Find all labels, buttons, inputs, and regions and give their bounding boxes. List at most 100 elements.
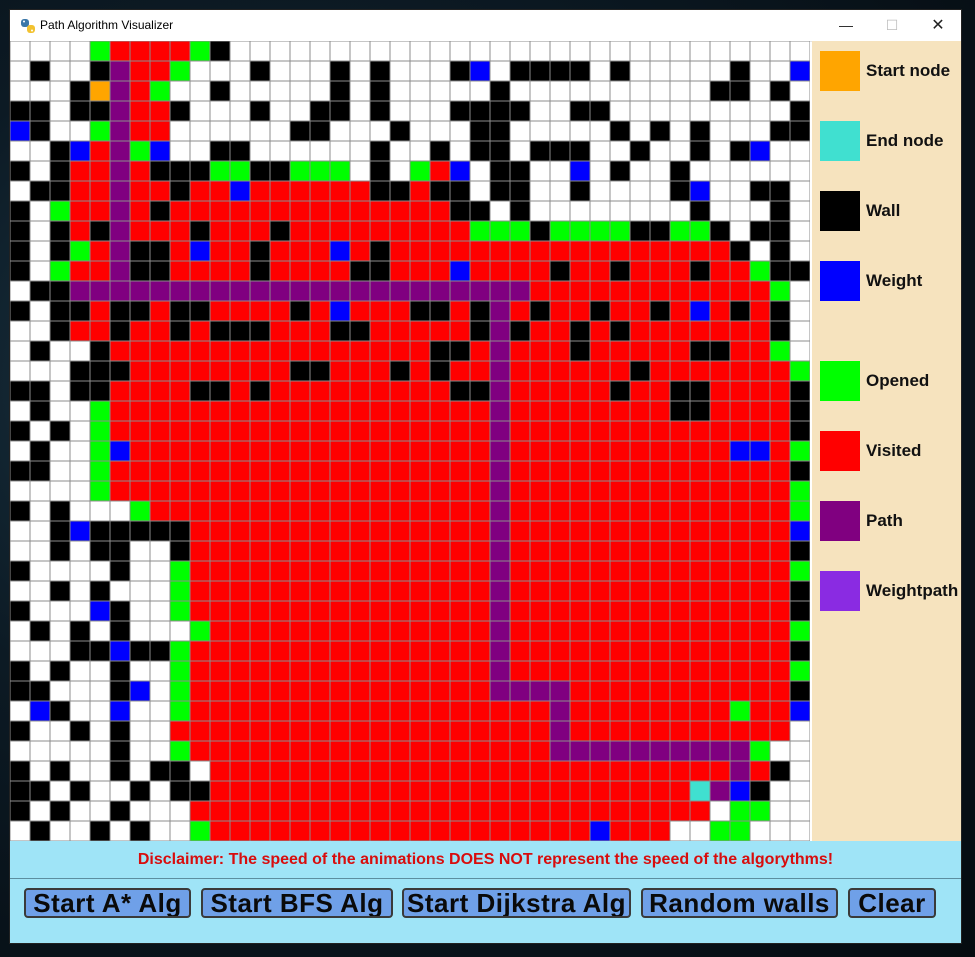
grid-cell-empty[interactable] <box>790 301 810 321</box>
grid-cell-visited[interactable] <box>170 381 190 401</box>
grid-cell-wall[interactable] <box>390 361 410 381</box>
grid-cell-visited[interactable] <box>610 621 630 641</box>
grid-cell-visited[interactable] <box>510 361 530 381</box>
grid-cell-visited[interactable] <box>570 661 590 681</box>
grid-cell-empty[interactable] <box>530 121 550 141</box>
grid-cell-visited[interactable] <box>350 701 370 721</box>
grid-cell-wall[interactable] <box>730 141 750 161</box>
grid-cell-visited[interactable] <box>230 301 250 321</box>
grid-cell-visited[interactable] <box>410 521 430 541</box>
grid-cell-empty[interactable] <box>30 721 50 741</box>
grid-cell-opened[interactable] <box>190 41 210 61</box>
grid-cell-wall[interactable] <box>770 81 790 101</box>
grid-cell-wall[interactable] <box>610 121 630 141</box>
grid-cell-wall[interactable] <box>10 661 30 681</box>
grid-cell-visited[interactable] <box>250 821 270 841</box>
grid-cell-visited[interactable] <box>450 721 470 741</box>
grid-cell-visited[interactable] <box>450 681 470 701</box>
start-dijkstra-button[interactable]: Start Dijkstra Alg <box>402 888 631 918</box>
grid-cell-visited[interactable] <box>510 821 530 841</box>
grid-cell-path[interactable] <box>270 281 290 301</box>
grid-cell-empty[interactable] <box>330 141 350 161</box>
grid-cell-visited[interactable] <box>690 641 710 661</box>
grid-cell-visited[interactable] <box>530 761 550 781</box>
grid-cell-visited[interactable] <box>350 361 370 381</box>
grid-cell-empty[interactable] <box>250 141 270 161</box>
grid-cell-visited[interactable] <box>770 421 790 441</box>
grid-cell-visited[interactable] <box>150 61 170 81</box>
grid-cell-weight[interactable] <box>70 521 90 541</box>
grid-cell-empty[interactable] <box>50 101 70 121</box>
grid-cell-visited[interactable] <box>730 501 750 521</box>
grid-cell-opened[interactable] <box>90 481 110 501</box>
grid-cell-opened[interactable] <box>90 121 110 141</box>
grid-cell-visited[interactable] <box>190 341 210 361</box>
grid-cell-visited[interactable] <box>450 441 470 461</box>
grid-cell-visited[interactable] <box>450 801 470 821</box>
grid-cell-visited[interactable] <box>390 221 410 241</box>
grid-cell-visited[interactable] <box>210 681 230 701</box>
grid-cell-wall[interactable] <box>490 121 510 141</box>
grid-cell-visited[interactable] <box>610 341 630 361</box>
grid-cell-visited[interactable] <box>570 401 590 421</box>
grid-cell-visited[interactable] <box>710 721 730 741</box>
grid-cell-visited[interactable] <box>130 381 150 401</box>
grid-cell-visited[interactable] <box>330 201 350 221</box>
grid-cell-visited[interactable] <box>510 521 530 541</box>
grid-cell-visited[interactable] <box>370 381 390 401</box>
grid-cell-opened[interactable] <box>90 461 110 481</box>
grid-cell-empty[interactable] <box>50 461 70 481</box>
grid-cell-visited[interactable] <box>310 581 330 601</box>
grid-cell-empty[interactable] <box>10 641 30 661</box>
grid-cell-opened[interactable] <box>290 161 310 181</box>
grid-cell-visited[interactable] <box>650 421 670 441</box>
grid-cell-empty[interactable] <box>30 241 50 261</box>
grid-cell-visited[interactable] <box>250 641 270 661</box>
grid-cell-empty[interactable] <box>150 741 170 761</box>
grid-cell-visited[interactable] <box>670 461 690 481</box>
grid-cell-empty[interactable] <box>490 41 510 61</box>
grid-cell-visited[interactable] <box>350 721 370 741</box>
grid-cell-visited[interactable] <box>550 401 570 421</box>
grid-cell-visited[interactable] <box>470 621 490 641</box>
grid-cell-wall[interactable] <box>50 301 70 321</box>
grid-cell-visited[interactable] <box>410 381 430 401</box>
grid-cell-visited[interactable] <box>450 421 470 441</box>
grid-cell-visited[interactable] <box>650 461 670 481</box>
grid-cell-empty[interactable] <box>70 701 90 721</box>
grid-cell-visited[interactable] <box>530 361 550 381</box>
grid-cell-visited[interactable] <box>410 801 430 821</box>
grid-cell-visited[interactable] <box>190 641 210 661</box>
grid-cell-visited[interactable] <box>650 821 670 841</box>
grid-cell-wall[interactable] <box>250 101 270 121</box>
grid-cell-empty[interactable] <box>290 81 310 101</box>
grid-cell-visited[interactable] <box>410 461 430 481</box>
grid-cell-weight[interactable] <box>590 821 610 841</box>
grid-cell-visited[interactable] <box>550 801 570 821</box>
grid-cell-visited[interactable] <box>250 421 270 441</box>
grid-cell-empty[interactable] <box>730 181 750 201</box>
grid-cell-wall[interactable] <box>170 161 190 181</box>
grid-cell-visited[interactable] <box>670 661 690 681</box>
grid-cell-visited[interactable] <box>530 641 550 661</box>
grid-cell-visited[interactable] <box>130 201 150 221</box>
grid-cell-empty[interactable] <box>650 161 670 181</box>
grid-cell-visited[interactable] <box>130 161 150 181</box>
grid-cell-end[interactable] <box>690 781 710 801</box>
grid-cell-visited[interactable] <box>490 721 510 741</box>
grid-cell-visited[interactable] <box>670 321 690 341</box>
grid-cell-opened[interactable] <box>310 161 330 181</box>
grid-cell-visited[interactable] <box>270 721 290 741</box>
grid-cell-visited[interactable] <box>350 221 370 241</box>
grid-cell-empty[interactable] <box>190 121 210 141</box>
grid-cell-wall[interactable] <box>250 61 270 81</box>
grid-cell-visited[interactable] <box>350 481 370 501</box>
grid-cell-visited[interactable] <box>150 221 170 241</box>
grid-cell-wall[interactable] <box>530 301 550 321</box>
grid-cell-empty[interactable] <box>390 81 410 101</box>
grid-cell-visited[interactable] <box>630 241 650 261</box>
start-bfs-button[interactable]: Start BFS Alg <box>201 888 393 918</box>
grid-cell-visited[interactable] <box>610 701 630 721</box>
grid-cell-wall[interactable] <box>170 321 190 341</box>
grid-cell-visited[interactable] <box>750 541 770 561</box>
